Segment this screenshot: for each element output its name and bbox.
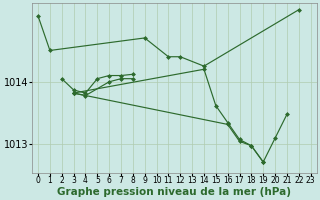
X-axis label: Graphe pression niveau de la mer (hPa): Graphe pression niveau de la mer (hPa): [57, 187, 291, 197]
